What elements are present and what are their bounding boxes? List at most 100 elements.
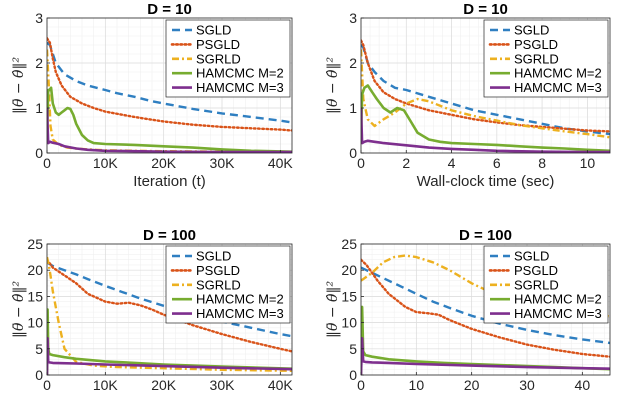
series-line-sgld: [361, 266, 610, 345]
legend-label: HAMCMC M=3: [514, 306, 602, 321]
y-tick-label: 1: [349, 100, 357, 116]
y-tick-label: 25: [27, 236, 43, 252]
y-tick-label: 10: [27, 315, 43, 331]
legend-label: SGRLD: [196, 51, 241, 66]
legend-label: PSGLD: [196, 37, 240, 52]
y-axis-label: ‖θ̄ − θ̂‖²: [325, 281, 341, 338]
x-tick-label: 10K: [93, 155, 119, 171]
legend-box: [165, 245, 291, 324]
legend-label: HAMCMC M=2: [514, 66, 602, 81]
axes-box: [46, 243, 293, 376]
series-line-sgrld: [361, 254, 610, 318]
legend-label: HAMCMC M=2: [196, 292, 284, 307]
series-line-psgld: [47, 258, 292, 353]
legend-box: [483, 245, 609, 324]
y-tick-label: 0: [349, 145, 357, 161]
series-line-hamcmc-m-3: [47, 337, 292, 375]
legend-label: SGRLD: [514, 277, 559, 292]
y-tick-label: 0: [349, 367, 357, 383]
y-axis-label: ‖θ̄ − θ̂‖²: [325, 57, 341, 114]
legend-label: SGLD: [196, 23, 231, 38]
chart-panel-2: 0 2 4 6 8 10 0 1 2 3 D = 10 Wall-clock time (sec) ‖θ…: [325, 1, 611, 190]
x-tick-label: 0: [43, 377, 51, 393]
legend-label: PSGLD: [196, 263, 240, 278]
legend-box: [483, 19, 609, 98]
y-axis-label: ‖θ̄ − θ̂‖²: [11, 57, 27, 114]
legend-label: SGRLD: [196, 277, 241, 292]
y-tick-label: 20: [341, 262, 357, 278]
legend-label: SGRLD: [514, 51, 559, 66]
legend-label: HAMCMC M=3: [196, 80, 284, 95]
legend-label: SGLD: [514, 23, 549, 38]
series-line-psgld: [361, 39, 610, 133]
x-tick-label: 0: [357, 377, 365, 393]
x-tick-label: 10K: [93, 377, 119, 393]
series-line-hamcmc-m-2: [361, 84, 610, 153]
chart-title: D = 100: [143, 227, 196, 244]
chart-title: D = 10: [147, 1, 192, 18]
x-tick-label: 20K: [151, 377, 177, 393]
y-tick-label: 20: [27, 262, 43, 278]
legend-label: HAMCMC M=3: [196, 306, 284, 321]
y-tick-label: 2: [35, 55, 43, 71]
legend-label: HAMCMC M=3: [514, 80, 602, 95]
legend-label: HAMCMC M=2: [196, 66, 284, 81]
series-line-psgld: [361, 258, 610, 358]
x-tick-label: 4: [448, 155, 456, 171]
legend-label: SGLD: [196, 249, 231, 264]
x-tick-label: 10: [580, 155, 596, 171]
x-tick-label: 30: [519, 377, 535, 393]
y-tick-label: 0: [35, 145, 43, 161]
series-lines: [361, 254, 610, 375]
x-tick-label: 40K: [268, 377, 294, 393]
legend-label: PSGLD: [514, 263, 558, 278]
legend-label: PSGLD: [514, 37, 558, 52]
y-tick-label: 3: [35, 10, 43, 26]
chart-panel-1: 0 10K 20K 30K 40K 0 1 2 3 D = 10 Iteration (t) ‖θ̄ …: [11, 1, 293, 190]
x-tick-label: 30K: [210, 377, 236, 393]
y-tick-label: 15: [341, 288, 357, 304]
y-tick-label: 3: [349, 10, 357, 26]
axes-box: [360, 17, 611, 154]
y-tick-label: 15: [27, 288, 43, 304]
series-line-psgld: [47, 37, 292, 132]
series-line-sgrld: [361, 49, 610, 139]
x-tick-label: 0: [357, 155, 365, 171]
chart-title: D = 100: [459, 227, 512, 244]
y-tick-label: 25: [341, 236, 357, 252]
x-tick-label: 2: [402, 155, 410, 171]
x-axis-label: Iteration (t): [133, 173, 206, 190]
x-axis-label: Wall-clock time (sec): [417, 173, 555, 190]
series-lines: [361, 39, 610, 153]
series-line-hamcmc-m-3: [361, 107, 610, 153]
legend-label: SGLD: [514, 249, 549, 264]
chart-title: D = 10: [463, 1, 508, 18]
y-tick-label: 5: [349, 341, 357, 357]
y-tick-label: 2: [349, 55, 357, 71]
axes-box: [360, 243, 611, 376]
series-lines: [47, 256, 292, 375]
x-tick-label: 20: [464, 377, 480, 393]
series-line-sgld: [47, 41, 292, 124]
x-tick-label: 10: [409, 377, 425, 393]
y-axis-label: ‖θ̄ − θ̂‖²: [11, 281, 27, 338]
y-tick-label: 0: [35, 367, 43, 383]
axes-box: [46, 17, 293, 154]
x-tick-label: 40: [575, 377, 591, 393]
x-tick-label: 40K: [268, 155, 294, 171]
series-line-sgld: [47, 261, 292, 338]
y-tick-label: 10: [341, 315, 357, 331]
x-tick-label: 30K: [210, 155, 236, 171]
series-line-hamcmc-m-3: [361, 337, 610, 375]
legend-box: [165, 19, 291, 98]
legend-label: HAMCMC M=2: [514, 292, 602, 307]
series-line-hamcmc-m-2: [47, 86, 292, 153]
x-tick-label: 0: [43, 155, 51, 171]
